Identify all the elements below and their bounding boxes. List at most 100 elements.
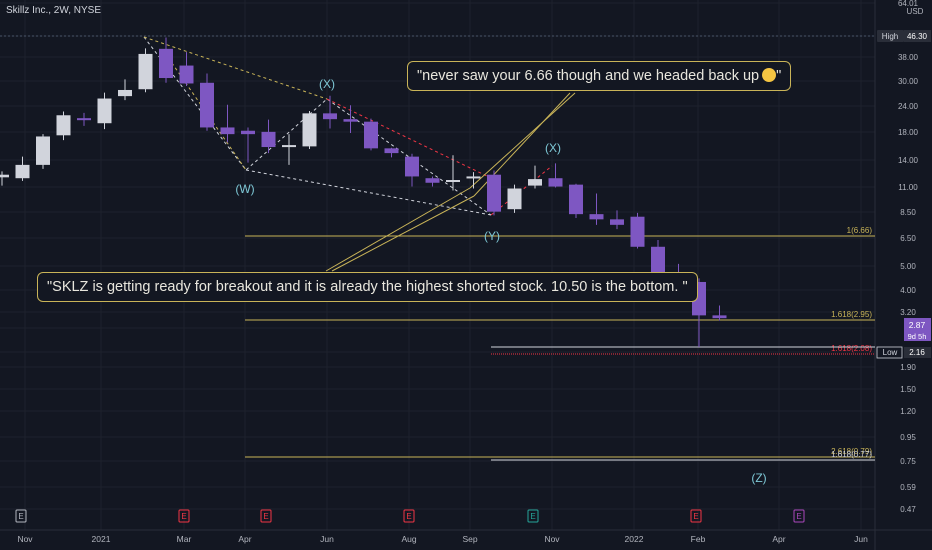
- candle-body: [405, 156, 419, 177]
- price-tick-label: 0.59: [900, 483, 916, 492]
- time-tick-label: Apr: [238, 534, 251, 544]
- earnings-marker: [403, 509, 415, 523]
- candle-body: [118, 89, 132, 97]
- x-leg-line: [245, 169, 492, 216]
- wave-label: (X): [545, 141, 561, 155]
- time-tick-label: 2022: [625, 534, 644, 544]
- earnings-marker: [178, 509, 190, 523]
- candle-body: [323, 113, 337, 120]
- candle-body: [36, 136, 50, 165]
- candle-body: [548, 178, 563, 187]
- price-tick-label: 4.00: [900, 286, 916, 295]
- earnings-marker-label: E: [406, 512, 411, 521]
- candle-body: [138, 53, 153, 90]
- wave-label: (W): [235, 182, 254, 196]
- callout-top-text: "never saw your 6.66 though and we heade…: [417, 68, 760, 84]
- candle-body: [446, 180, 460, 183]
- earnings-marker: [690, 509, 702, 523]
- price-tick-label: 8.50: [900, 208, 916, 217]
- second-x-line: [490, 165, 553, 216]
- thinking-face-icon: [762, 68, 777, 82]
- low-badge-label: Low: [883, 348, 898, 357]
- earnings-marker: [527, 509, 539, 523]
- price-tick-label: 6.50: [900, 234, 916, 243]
- y-leg-line: [326, 98, 492, 179]
- fib-label: 1(6.66): [847, 226, 873, 235]
- candle-body: [200, 82, 214, 128]
- candle-body: [425, 178, 440, 183]
- earnings-marker: [260, 509, 272, 523]
- low-badge-bg: [904, 347, 931, 358]
- time-tick-label: Feb: [691, 534, 706, 544]
- high-badge-bg: [904, 30, 931, 42]
- fib-label: 1.618(2.95): [831, 310, 872, 319]
- candle-body: [77, 118, 91, 121]
- price-tick-label: 3.20: [900, 308, 916, 317]
- time-tick-label: Mar: [177, 534, 192, 544]
- candle-body: [179, 65, 194, 84]
- earnings-marker-label: E: [181, 512, 186, 521]
- earnings-marker-label: E: [530, 512, 535, 521]
- candle-body: [364, 121, 378, 149]
- time-tick-label: Sep: [462, 534, 477, 544]
- currency-label: USD: [907, 7, 924, 16]
- candle-body: [56, 115, 71, 136]
- candle-series: [0, 37, 727, 347]
- candle-body: [589, 214, 604, 220]
- callout-pointer-line: [469, 92, 576, 189]
- wave-pattern-lines: [143, 36, 576, 272]
- candle-body: [487, 174, 501, 212]
- annotation-callout-bottom[interactable]: "SKLZ is getting ready for breakout and …: [37, 272, 698, 302]
- candle-body: [569, 184, 583, 215]
- price-tick-label: 11.00: [898, 183, 918, 192]
- low-badge-value: 2.16: [909, 348, 925, 357]
- callout-top-suffix: ": [776, 68, 782, 84]
- candle-body: [466, 176, 481, 179]
- wave-label: (Z): [751, 471, 766, 485]
- earnings-marker: [15, 509, 27, 523]
- candle-body: [97, 98, 112, 124]
- time-axis: Nov 2021 Mar Apr Jun Aug Sep Nov 2022 Feb Apr Jun: [17, 534, 868, 544]
- candle-body: [0, 174, 9, 178]
- price-tick-label: 0.95: [900, 433, 916, 442]
- candle-body: [159, 48, 173, 79]
- annotation-callout-top[interactable]: "never saw your 6.66 though and we heade…: [407, 61, 792, 91]
- time-tick-label: Nov: [17, 534, 33, 544]
- price-tick-label: 14.00: [898, 156, 919, 165]
- candle-body: [220, 127, 235, 135]
- earnings-marker-label: E: [263, 512, 268, 521]
- earnings-marker-label: E: [18, 512, 23, 521]
- fib-levels: 1(6.66) 1.618(2.95) 1.618(2.08) 2.618(0.79)…: [245, 226, 875, 461]
- countdown-value: 9d 5h: [908, 332, 927, 341]
- low-badge-label-bg: [876, 346, 903, 359]
- time-tick-label: Jun: [854, 534, 868, 544]
- earnings-marker: [793, 509, 805, 523]
- candle-body: [15, 164, 30, 179]
- time-tick-label: Apr: [772, 534, 785, 544]
- high-badge-label-bg: [877, 30, 904, 42]
- candle-body: [261, 131, 276, 148]
- callout-pointer-line: [325, 187, 471, 272]
- fib-label: 2.618(0.79): [831, 447, 872, 456]
- candle-body: [528, 179, 542, 186]
- high-badge-value: 46.30: [907, 32, 928, 41]
- wave-label: (Y): [484, 229, 500, 243]
- price-tick-label: 1.50: [900, 385, 916, 394]
- price-tick-label: 5.00: [900, 262, 916, 271]
- candle-body: [507, 188, 522, 210]
- fib-label: 1.618(2.08): [831, 344, 872, 353]
- candle-body: [712, 315, 727, 319]
- price-tick-label: 64.01: [898, 0, 919, 8]
- last-price-badge-bg: [904, 318, 931, 341]
- candle-body: [610, 219, 624, 225]
- time-tick-label: Aug: [401, 534, 416, 544]
- time-tick-label: 2021: [92, 534, 111, 544]
- candle-body: [241, 130, 255, 135]
- wave-label: (X): [319, 77, 335, 91]
- candle-body: [630, 216, 645, 247]
- price-tick-label: 0.47: [900, 505, 916, 514]
- time-tick-label: Jun: [320, 534, 334, 544]
- high-badge-label: High: [882, 32, 898, 41]
- price-tick-label: 24.00: [898, 102, 919, 111]
